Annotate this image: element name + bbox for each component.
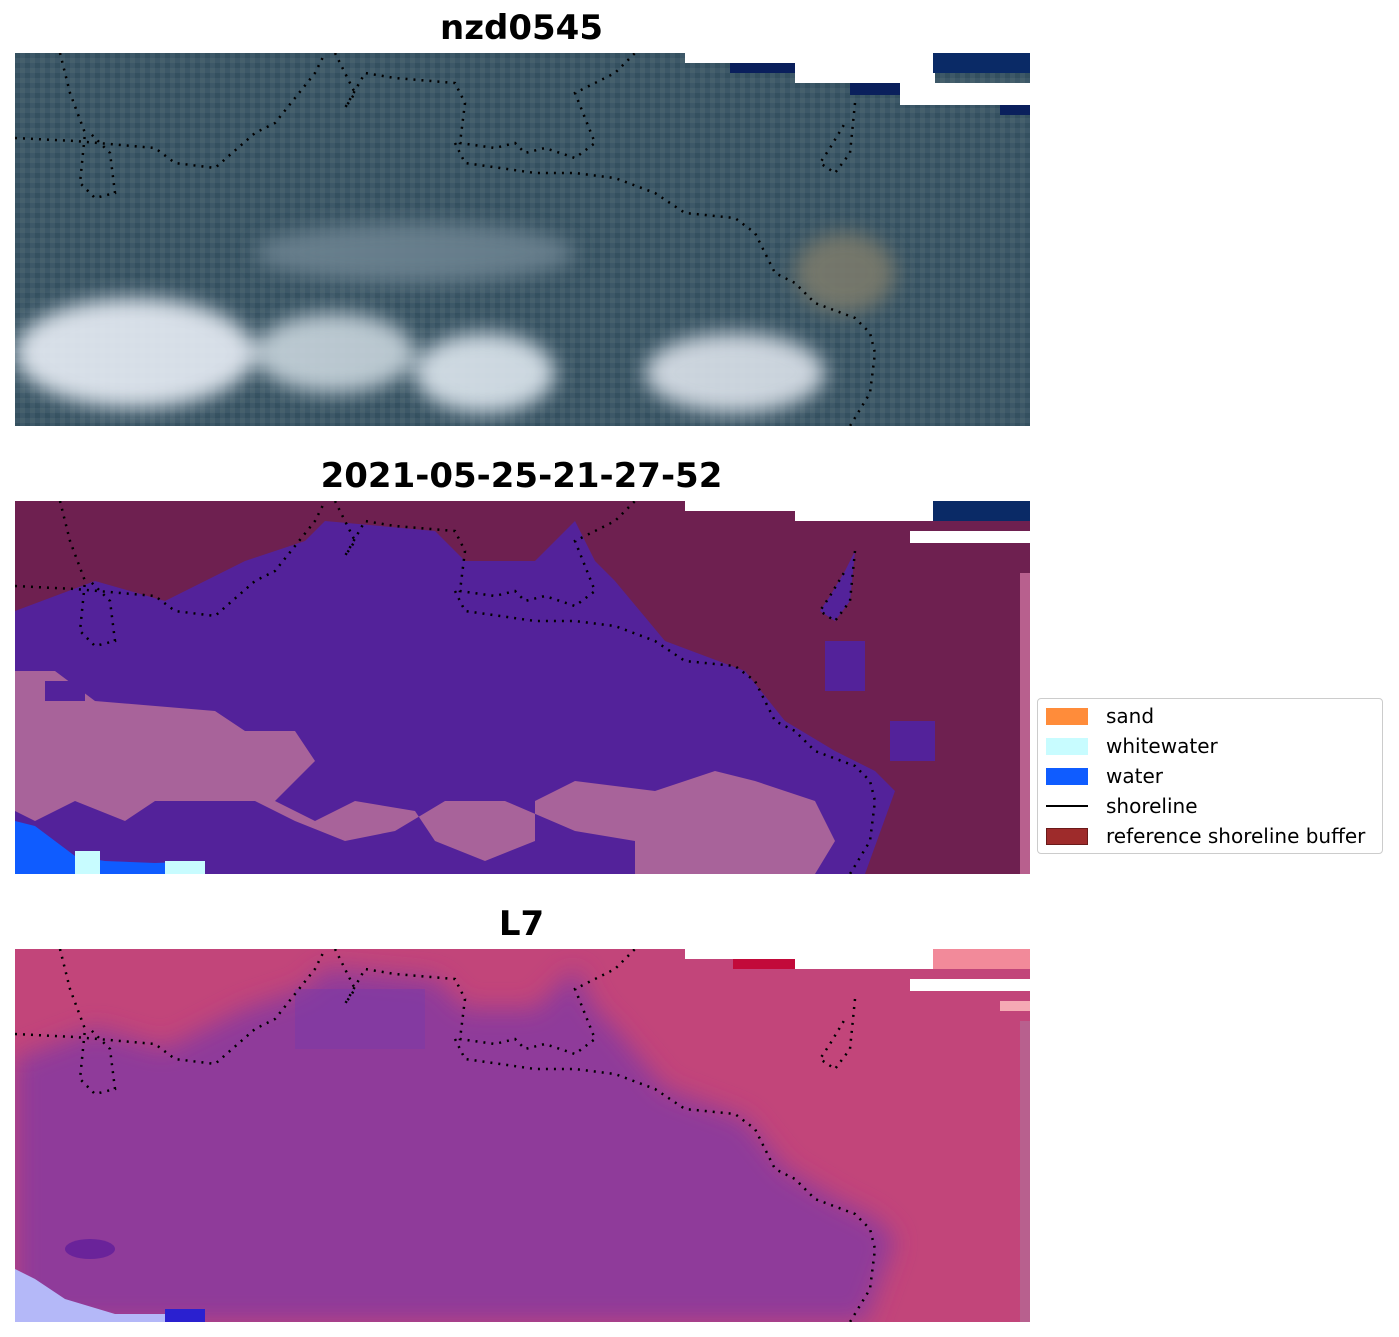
- legend-item-reference-shoreline-buffer: reference shoreline buffer: [1046, 823, 1365, 849]
- legend-item-sand: sand: [1046, 703, 1154, 729]
- whitewater-swatch: [1046, 737, 1088, 755]
- false-color-image: [15, 949, 1030, 1322]
- panel-title-rgb: nzd0545: [440, 8, 603, 48]
- sand-swatch: [1046, 707, 1088, 725]
- shoreline-path-3: [15, 949, 877, 1322]
- legend-label-whitewater: whitewater: [1106, 734, 1218, 758]
- legend: sand whitewater water shoreline referenc…: [1037, 698, 1383, 854]
- legend-label-water: water: [1106, 764, 1163, 788]
- shoreline-path-2: [15, 501, 877, 874]
- shoreline-line-icon: [1046, 805, 1088, 807]
- water-swatch: [1046, 767, 1088, 785]
- legend-item-water: water: [1046, 763, 1163, 789]
- legend-item-shoreline: shoreline: [1046, 793, 1198, 819]
- classified-image: [15, 501, 1030, 874]
- legend-label-reference-shoreline-buffer: reference shoreline buffer: [1106, 824, 1366, 848]
- panel-title-date: 2021-05-25-21-27-52: [320, 456, 723, 496]
- legend-item-whitewater: whitewater: [1046, 733, 1218, 759]
- legend-label-shoreline: shoreline: [1106, 794, 1198, 818]
- reference-buffer-swatch: [1046, 827, 1088, 845]
- rgb-image: [15, 53, 1030, 426]
- legend-label-sand: sand: [1106, 704, 1155, 728]
- shoreline-path-1: [15, 53, 877, 426]
- panel-title-satellite: L7: [498, 904, 545, 944]
